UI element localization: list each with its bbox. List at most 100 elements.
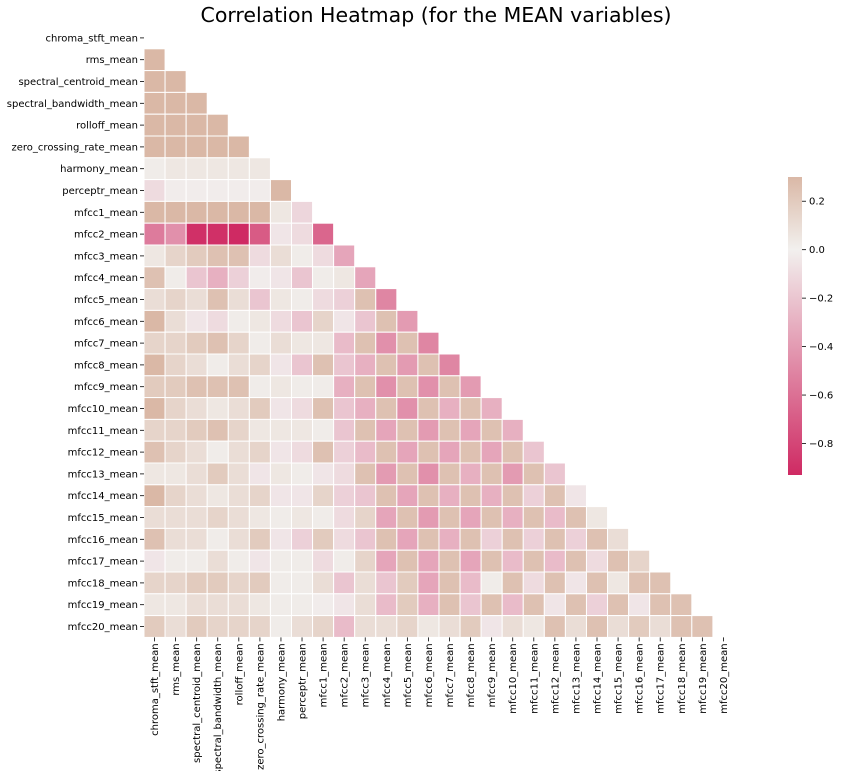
heatmap-cell-14-0 (143, 331, 166, 355)
heatmap-cell-7-5 (248, 179, 271, 202)
x-tick-label: mfcc11_mean (529, 643, 540, 713)
heatmap-cell-8-4 (227, 200, 250, 224)
heatmap-cell-15-5 (248, 353, 271, 377)
heatmap-cell-12-9 (333, 288, 356, 311)
heatmap-cell-27-19 (543, 615, 566, 638)
x-tick-label: mfcc6_mean (424, 643, 435, 707)
heatmap-cell-22-11 (375, 506, 398, 529)
heatmap-cell-26-3 (206, 593, 229, 617)
heatmap-cell-26-5 (248, 593, 271, 617)
heatmap-cell-22-13 (417, 506, 440, 529)
heatmap-cell-16-4 (227, 375, 250, 399)
heatmap-cell-3-0 (143, 91, 166, 115)
heatmap-cell-20-3 (206, 462, 229, 486)
heatmap-cell-22-8 (312, 506, 335, 529)
x-tick-label: mfcc19_mean (698, 643, 709, 713)
heatmap-cell-27-26 (691, 615, 714, 638)
heatmap-cell-21-10 (354, 484, 377, 508)
heatmap-cell-26-7 (290, 593, 314, 617)
heatmap-cells (143, 48, 714, 638)
heatmap-cell-20-13 (417, 462, 440, 486)
heatmap-cell-24-11 (375, 549, 398, 573)
heatmap-cell-21-5 (248, 484, 271, 508)
y-tick-label: spectral_bandwidth_mean (7, 99, 138, 110)
heatmap-cell-23-6 (269, 527, 292, 551)
heatmap-cell-20-2 (185, 462, 208, 486)
heatmap-cell-27-8 (312, 615, 335, 638)
heatmap-cell-27-16 (480, 615, 503, 638)
heatmap-cell-11-8 (312, 266, 335, 290)
heatmap-cell-12-3 (206, 288, 229, 311)
x-tick-label: mfcc13_mean (571, 643, 582, 713)
heatmap-cell-25-16 (480, 571, 503, 595)
heatmap-cell-23-20 (564, 527, 587, 551)
x-tick-label: mfcc2_mean (340, 643, 351, 707)
heatmap-cell-18-8 (312, 418, 335, 442)
heatmap-cell-12-2 (185, 288, 208, 311)
heatmap-cell-20-19 (543, 462, 566, 486)
heatmap-cell-7-0 (143, 179, 166, 202)
y-tick-label: mfcc13_mean (68, 469, 138, 480)
heatmap-cell-12-6 (269, 288, 292, 311)
heatmap-cell-13-10 (354, 309, 377, 333)
heatmap-cell-27-23 (628, 615, 651, 638)
heatmap-cell-27-1 (164, 615, 187, 638)
heatmap-cell-27-17 (501, 615, 524, 638)
heatmap-cell-26-0 (143, 593, 166, 617)
heatmap-cell-21-13 (417, 484, 440, 508)
heatmap-cell-11-7 (290, 266, 314, 290)
heatmap-cell-26-24 (649, 593, 672, 617)
heatmap-cell-13-6 (269, 309, 292, 333)
heatmap-cell-26-13 (417, 593, 440, 617)
heatmap-cell-26-2 (185, 593, 208, 617)
heatmap-cell-27-25 (670, 615, 693, 638)
heatmap-cell-27-20 (564, 615, 587, 638)
heatmap-cell-22-4 (227, 506, 250, 529)
heatmap-cell-24-7 (290, 549, 314, 573)
y-tick-label: mfcc7_mean (74, 339, 138, 350)
y-tick-label: mfcc10_mean (68, 404, 138, 415)
heatmap-cell-18-17 (501, 418, 524, 442)
heatmap-cell-15-0 (143, 353, 166, 377)
heatmap-cell-25-19 (543, 571, 566, 595)
heatmap-cell-2-1 (164, 70, 187, 93)
heatmap-cell-17-4 (227, 397, 250, 420)
heatmap-cell-18-6 (269, 418, 292, 442)
heatmap-cell-16-15 (459, 375, 482, 399)
heatmap-cell-18-9 (333, 418, 356, 442)
heatmap-cell-13-2 (185, 309, 208, 333)
heatmap-cell-9-0 (143, 222, 166, 246)
heatmap-cell-13-5 (248, 309, 271, 333)
heatmap-cell-23-8 (312, 527, 335, 551)
heatmap-cell-17-3 (206, 397, 229, 420)
heatmap-cell-25-7 (290, 571, 314, 595)
y-tick-label: chroma_stft_mean (46, 33, 138, 44)
heatmap-cell-22-14 (438, 506, 461, 529)
heatmap-cell-26-23 (628, 593, 651, 617)
heatmap-cell-19-16 (480, 440, 503, 464)
colorbar-tick-label: 0.2 (809, 197, 825, 208)
heatmap-cell-23-21 (585, 527, 609, 551)
heatmap-cell-22-3 (206, 506, 229, 529)
x-tick-label: mfcc12_mean (550, 643, 561, 713)
heatmap-cell-18-15 (459, 418, 482, 442)
heatmap-cell-9-7 (290, 222, 314, 246)
heatmap-cell-13-7 (290, 309, 314, 333)
x-tick-label: harmony_mean (276, 643, 287, 721)
colorbar-gradient (788, 177, 802, 475)
heatmap-cell-6-1 (164, 157, 187, 181)
heatmap-cell-11-9 (333, 266, 356, 290)
y-tick-label: mfcc9_mean (74, 382, 138, 393)
heatmap-cell-22-7 (290, 506, 314, 529)
x-tick-label: mfcc10_mean (508, 643, 519, 713)
heatmap-cell-13-1 (164, 309, 187, 333)
heatmap-cell-12-5 (248, 288, 271, 311)
x-tick-label: mfcc9_mean (487, 643, 498, 707)
heatmap-cell-23-1 (164, 527, 187, 551)
heatmap-cell-25-8 (312, 571, 335, 595)
heatmap-cell-24-19 (543, 549, 566, 573)
heatmap-cell-19-11 (375, 440, 398, 464)
heatmap-cell-14-12 (396, 331, 419, 355)
heatmap-cell-8-7 (290, 200, 314, 224)
heatmap-cell-13-12 (396, 309, 419, 333)
